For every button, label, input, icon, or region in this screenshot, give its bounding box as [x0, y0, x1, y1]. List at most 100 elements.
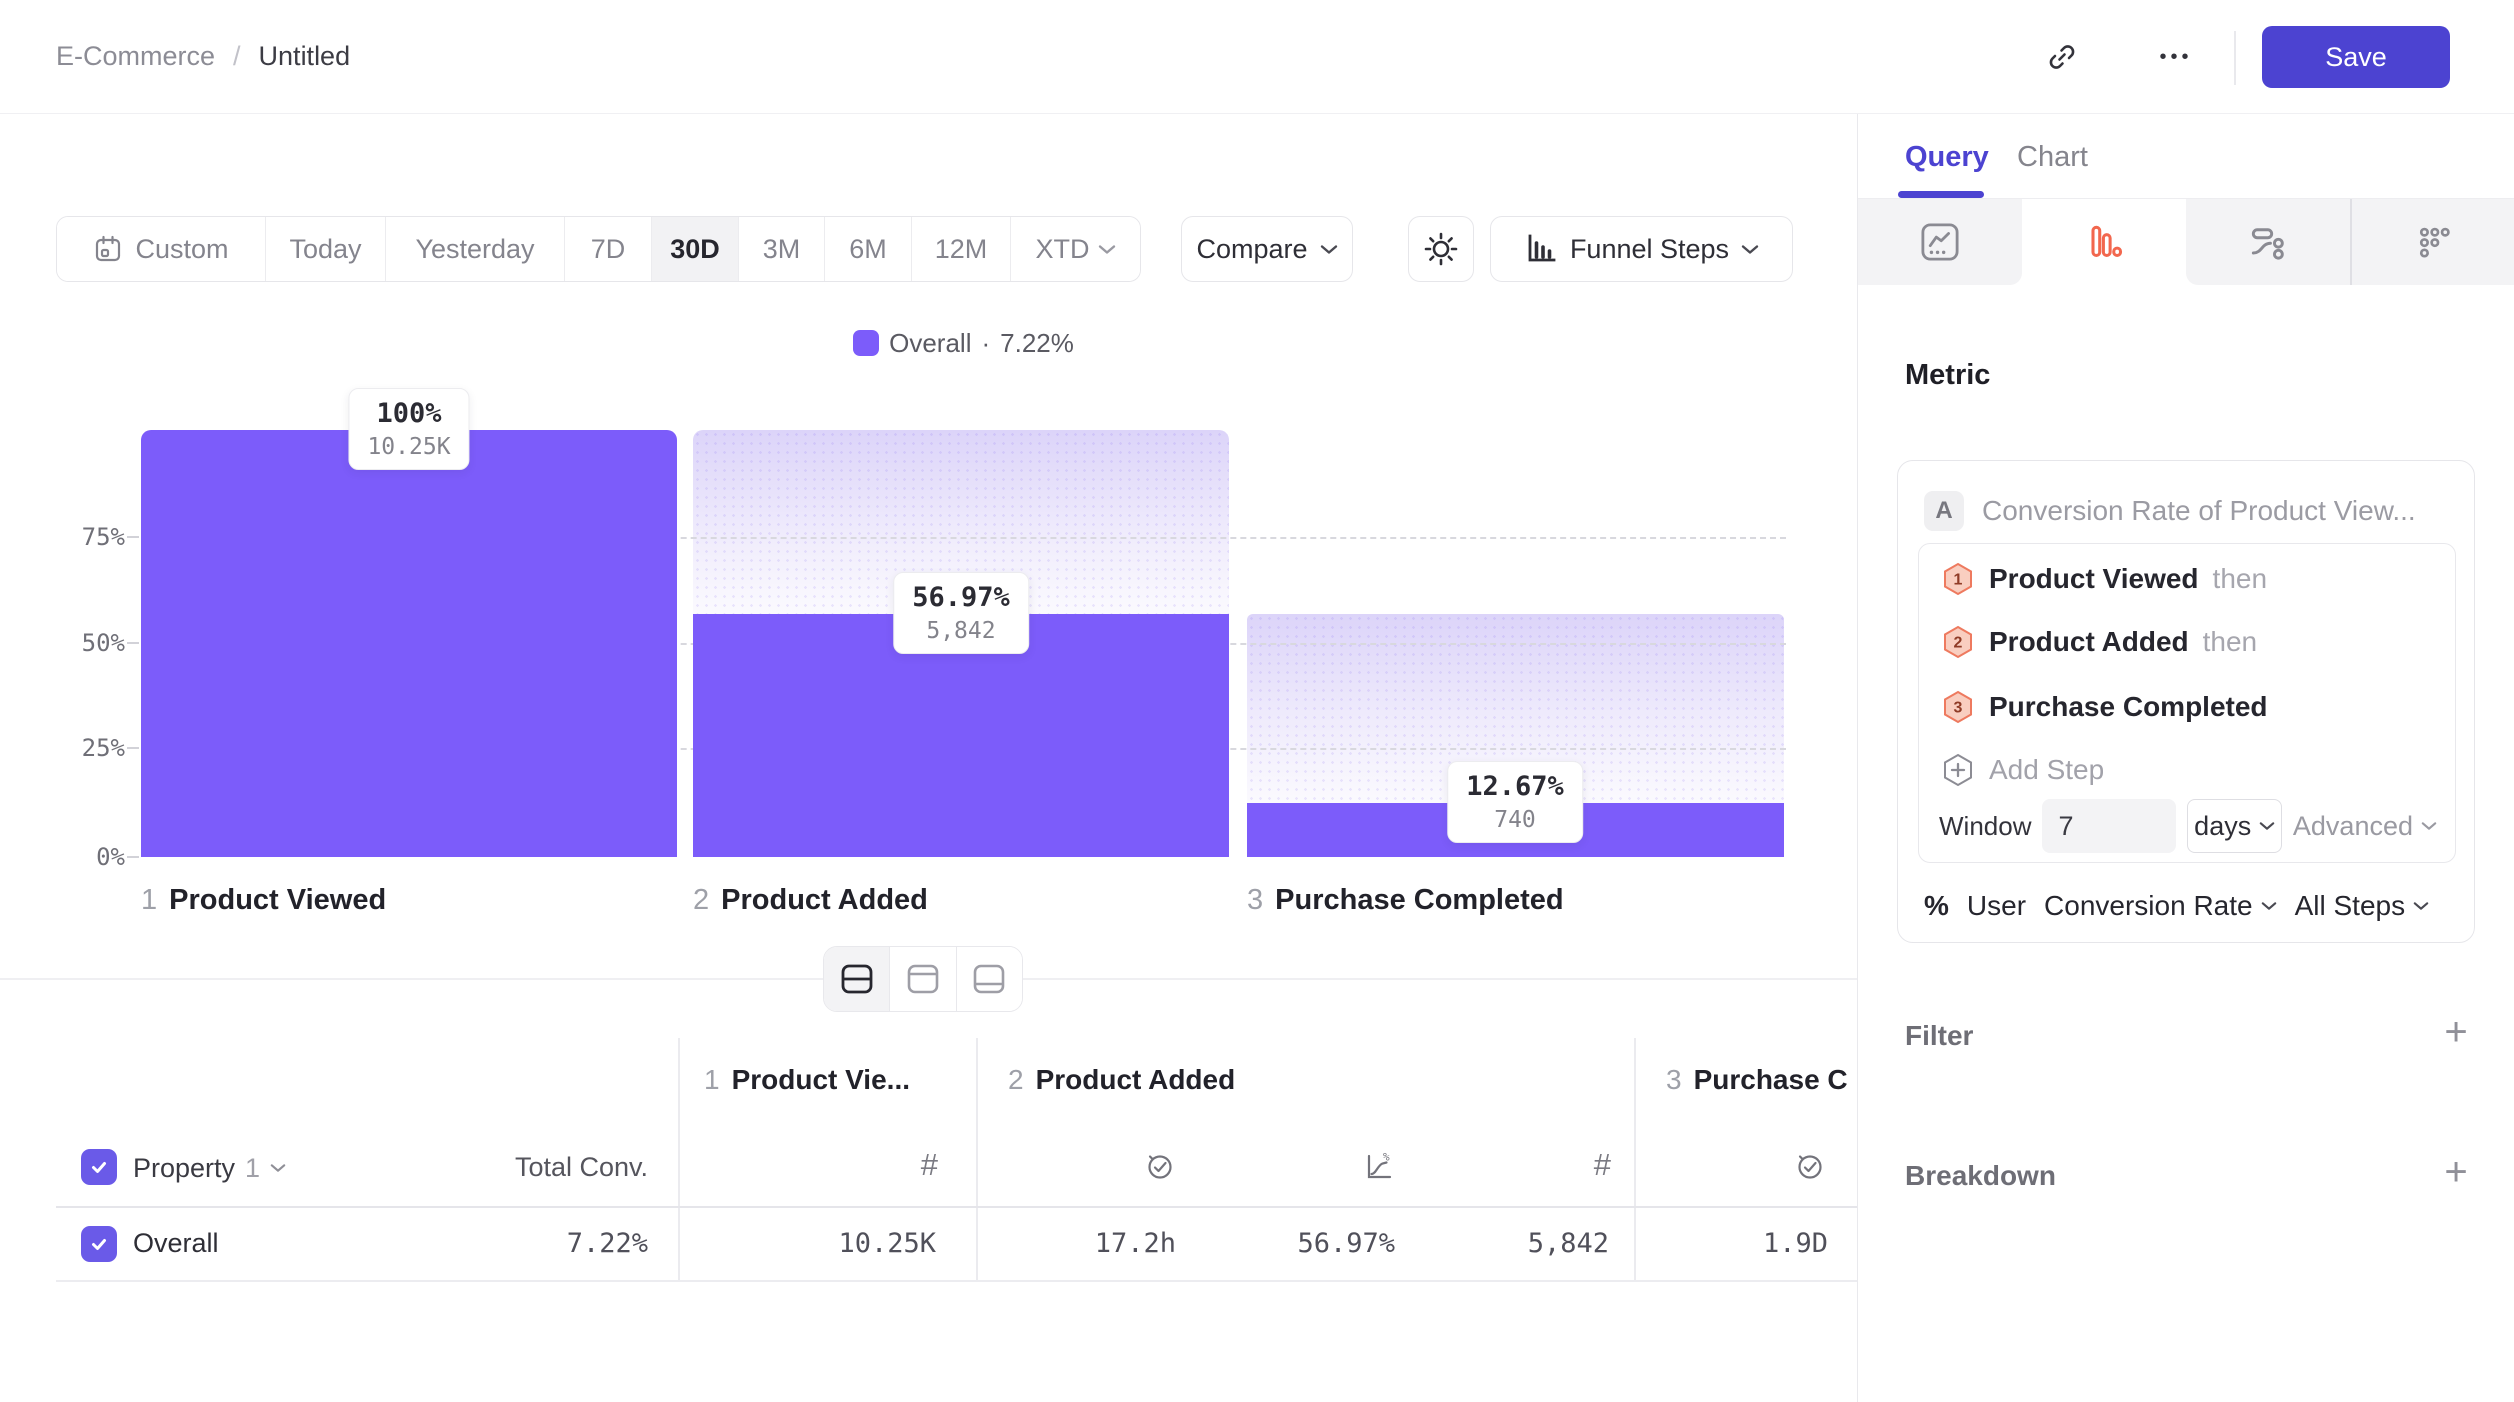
- breadcrumb-parent[interactable]: E-Commerce: [56, 40, 216, 71]
- cell-step2-conv-rate: 56.97%: [1297, 1228, 1395, 1259]
- row-checkbox[interactable]: [81, 1226, 117, 1262]
- y-tick: [127, 856, 139, 858]
- tab-insights-chart[interactable]: [1858, 199, 2022, 285]
- date-range-xtd[interactable]: XTD: [1011, 217, 1140, 281]
- date-range-yesterday[interactable]: Yesterday: [386, 217, 565, 281]
- topbar-divider: [2234, 31, 2236, 85]
- date-range-label: 7D: [590, 233, 626, 264]
- step-name: Product Added: [721, 884, 928, 916]
- date-range-label: 3M: [762, 233, 801, 264]
- step-event-name: Product Viewed: [1989, 563, 2199, 594]
- metric-section-heading: Metric: [1905, 359, 1991, 391]
- chevron-down-icon: [2413, 901, 2429, 911]
- funnel-step-1[interactable]: 1 Product Viewed then: [1941, 562, 2267, 596]
- date-range-label: 6M: [849, 233, 887, 264]
- layout-table-only-button[interactable]: [956, 947, 1022, 1011]
- split-view-icon: [839, 963, 875, 995]
- ellipsis-icon: •••: [2159, 45, 2193, 68]
- y-tick: [127, 642, 139, 644]
- bar-value-card-2: 56.97% 5,842: [893, 572, 1029, 654]
- date-range-label: Yesterday: [415, 233, 535, 264]
- tab-flows-chart[interactable]: [2186, 199, 2350, 285]
- date-range-today[interactable]: Today: [266, 217, 386, 281]
- chevron-down-icon: [2421, 821, 2437, 831]
- bar-value-card-1: 100% 10.25K: [348, 388, 470, 470]
- tab-chart[interactable]: Chart: [2017, 141, 2088, 173]
- layout-split-button[interactable]: [824, 947, 891, 1011]
- step-badge-icon: 2: [1944, 625, 1972, 659]
- svg-text:2: 2: [1954, 635, 1963, 652]
- legend-value: 7.22%: [1000, 327, 1074, 358]
- add-step-button[interactable]: Add Step: [1941, 753, 2104, 787]
- funnel-step-2[interactable]: 2 Product Added then: [1941, 625, 2257, 659]
- svg-text:1: 1: [1954, 572, 1963, 589]
- save-button[interactable]: Save: [2262, 26, 2450, 88]
- legend-separator: ·: [981, 327, 991, 358]
- add-breakdown-button[interactable]: +: [2434, 1150, 2478, 1194]
- date-range-custom[interactable]: Custom: [57, 217, 266, 281]
- measurement-row: % User Conversion Rate All Steps: [1924, 890, 2429, 922]
- breakdown-section-heading: Breakdown: [1905, 1160, 2056, 1191]
- metric-title[interactable]: Conversion Rate of Product View...: [1982, 495, 2416, 526]
- window-value-input[interactable]: [2042, 799, 2177, 853]
- step-suffix: then: [2212, 563, 2268, 594]
- copy-link-button[interactable]: [2030, 26, 2094, 88]
- page-title[interactable]: Untitled: [258, 40, 351, 71]
- total-conv-header: Total Conv.: [514, 1152, 648, 1182]
- cell-step2-count: 5,842: [1527, 1228, 1609, 1259]
- bar-percent: 100%: [376, 398, 442, 429]
- date-range-7d[interactable]: 7D: [565, 217, 652, 281]
- funnel-bar-step-1[interactable]: [141, 430, 677, 857]
- group-number: 2: [1008, 1064, 1024, 1095]
- funnel-chart-icon: [1524, 232, 1558, 266]
- table-header-border: [56, 1206, 1857, 1208]
- cell-step1-count: 10.25K: [838, 1228, 936, 1259]
- chevron-down-icon: [2259, 821, 2275, 831]
- cell-step3-avg-time: 1.9D: [1762, 1228, 1828, 1259]
- step-name: Purchase Completed: [1275, 884, 1564, 916]
- avg-time-metric-icon: [1144, 1150, 1176, 1182]
- y-axis-label: 50%: [81, 629, 125, 657]
- link-icon: [2045, 40, 2079, 74]
- step-badge-icon: 3: [1944, 690, 1972, 724]
- chevron-down-icon: [270, 1163, 286, 1173]
- date-range-3m[interactable]: 3M: [739, 217, 825, 281]
- y-tick: [127, 536, 139, 538]
- chart-settings-button[interactable]: [1408, 216, 1474, 282]
- legend-series: Overall: [889, 327, 972, 358]
- add-step-label: Add Step: [1989, 754, 2105, 785]
- check-icon: [89, 1157, 109, 1177]
- tab-query[interactable]: Query: [1905, 141, 1989, 173]
- step-event-name: Product Added: [1989, 626, 2189, 657]
- funnel-steps-card: 1 Product Viewed then 2 Product Added th…: [1918, 543, 2456, 863]
- percent-icon: %: [1924, 890, 1949, 921]
- window-unit-select[interactable]: days: [2187, 799, 2282, 853]
- avg-time-metric-icon: [1794, 1150, 1826, 1182]
- select-all-checkbox[interactable]: [81, 1149, 117, 1185]
- compare-button[interactable]: Compare: [1181, 216, 1353, 282]
- measure-scope-dropdown[interactable]: All Steps: [2295, 890, 2430, 922]
- funnel-step-3[interactable]: 3 Purchase Completed: [1941, 690, 2282, 724]
- measure-entity[interactable]: User: [1966, 890, 2027, 921]
- more-actions-button[interactable]: •••: [2136, 26, 2216, 88]
- chevron-down-icon: [1741, 244, 1759, 255]
- layout-chart-only-button[interactable]: [890, 947, 957, 1011]
- date-range-6m[interactable]: 6M: [825, 217, 912, 281]
- chart-type-button[interactable]: Funnel Steps: [1490, 216, 1793, 282]
- date-range-30d-selected[interactable]: 30D: [652, 217, 739, 281]
- funnel-bar-step-2[interactable]: [693, 614, 1229, 857]
- property-selector[interactable]: Property 1: [133, 1151, 286, 1185]
- x-step-label-1: 1 Product Viewed: [141, 884, 386, 917]
- tab-funnel-chart-selected[interactable]: [2022, 199, 2186, 285]
- group-name: Purchase C: [1693, 1064, 1848, 1095]
- add-filter-button[interactable]: +: [2434, 1010, 2478, 1054]
- measure-metric-dropdown[interactable]: Conversion Rate: [2044, 890, 2277, 922]
- window-unit-label: days: [2194, 810, 2252, 841]
- tab-retention-chart[interactable]: [2351, 199, 2514, 285]
- count-metric-icon: #: [920, 1147, 938, 1182]
- date-range-12m[interactable]: 12M: [912, 217, 1011, 281]
- advanced-toggle[interactable]: Advanced: [2293, 811, 2437, 842]
- panel-layout-toggle: [823, 946, 1023, 1012]
- group-number: 3: [1666, 1064, 1682, 1095]
